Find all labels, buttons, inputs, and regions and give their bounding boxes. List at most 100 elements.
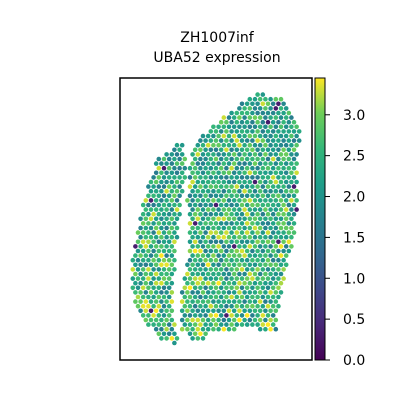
expression-spot [229, 165, 234, 171]
expression-spot [221, 326, 227, 332]
expression-spot [200, 152, 206, 157]
expression-spot [252, 133, 258, 139]
expression-spot [166, 165, 172, 171]
expression-spot [221, 152, 227, 157]
expression-spot [153, 216, 159, 222]
expression-spot [148, 234, 154, 240]
expression-spot [172, 322, 177, 327]
expression-spot [159, 179, 164, 185]
expression-spot [286, 147, 292, 153]
expression-spot [224, 119, 229, 125]
expression-spot [172, 239, 177, 245]
expression-spot [221, 317, 227, 323]
expression-spot [161, 230, 167, 235]
expression-spot [224, 156, 229, 162]
expression-spot [247, 179, 253, 185]
expression-spot [273, 142, 279, 148]
expression-spot [208, 138, 214, 143]
expression-spot [153, 207, 159, 212]
expression-spot [234, 221, 240, 226]
expression-spot [278, 253, 284, 258]
expression-spot [192, 257, 198, 263]
expression-spot [133, 262, 138, 268]
expression-spot [255, 248, 260, 254]
expression-spot [263, 271, 268, 277]
expression-spot [257, 271, 263, 277]
expression-spot [221, 124, 227, 130]
expression-spot [179, 188, 185, 194]
expression-spot [156, 322, 162, 327]
expression-spot [281, 211, 286, 217]
expression-spot [166, 202, 172, 208]
expression-spot [273, 280, 279, 286]
expression-spot [276, 119, 281, 125]
expression-spot [286, 211, 292, 217]
chart-title-line2: UBA52 expression [153, 50, 280, 66]
expression-spot [200, 280, 206, 286]
expression-spot [255, 101, 260, 107]
expression-spot [140, 202, 146, 208]
expression-spot [143, 244, 149, 249]
expression-spot [244, 303, 250, 309]
expression-spot [208, 267, 214, 272]
expression-spot [187, 184, 193, 189]
expression-spot [273, 290, 279, 295]
expression-spot [247, 317, 253, 323]
expression-spot [242, 161, 247, 166]
expression-spot [218, 239, 224, 245]
expression-spot [239, 193, 245, 199]
expression-spot [200, 262, 206, 268]
expression-spot [268, 271, 273, 277]
expression-spot [208, 175, 214, 180]
expression-spot [257, 188, 263, 194]
expression-spot [208, 202, 214, 208]
expression-spot [231, 326, 237, 332]
expression-spot [257, 317, 263, 323]
expression-spot [182, 165, 188, 171]
expression-spot [273, 244, 279, 249]
expression-spot [242, 133, 247, 139]
expression-spot [296, 129, 302, 134]
expression-spot [229, 138, 234, 143]
expression-spot [216, 133, 221, 139]
expression-spot [164, 179, 169, 185]
expression-spot [268, 244, 273, 249]
expression-spot [205, 161, 211, 166]
expression-spot [151, 303, 156, 309]
expression-spot [205, 262, 211, 268]
expression-spot [250, 257, 255, 263]
expression-spot [166, 276, 172, 281]
expression-spot [270, 221, 276, 226]
expression-spot [255, 257, 260, 263]
expression-spot [276, 248, 281, 254]
expression-spot [289, 152, 294, 157]
expression-spot [263, 207, 268, 212]
expression-spot [276, 257, 281, 263]
expression-spot [229, 257, 234, 263]
expression-spot [148, 179, 154, 185]
expression-spot [250, 156, 255, 162]
expression-spot [270, 175, 276, 180]
expression-spot [190, 234, 195, 240]
expression-spot [221, 234, 227, 240]
expression-spot [255, 175, 260, 180]
expression-spot [140, 257, 146, 263]
expression-spot [270, 101, 276, 107]
expression-spot [237, 170, 242, 176]
expression-spot [211, 308, 216, 314]
expression-spot [218, 138, 224, 143]
expression-spot [187, 294, 193, 300]
expression-spot [200, 234, 206, 240]
expression-spot [213, 211, 219, 217]
expression-spot [273, 152, 279, 157]
expression-spot [195, 152, 201, 157]
expression-spot [161, 248, 167, 254]
expression-spot [286, 156, 292, 162]
expression-spot [198, 276, 203, 281]
expression-spot [250, 202, 255, 208]
expression-spot [270, 119, 276, 125]
expression-spot [211, 326, 216, 332]
expression-spot [237, 271, 242, 277]
expression-spot [203, 230, 208, 235]
expression-spot [208, 322, 214, 327]
